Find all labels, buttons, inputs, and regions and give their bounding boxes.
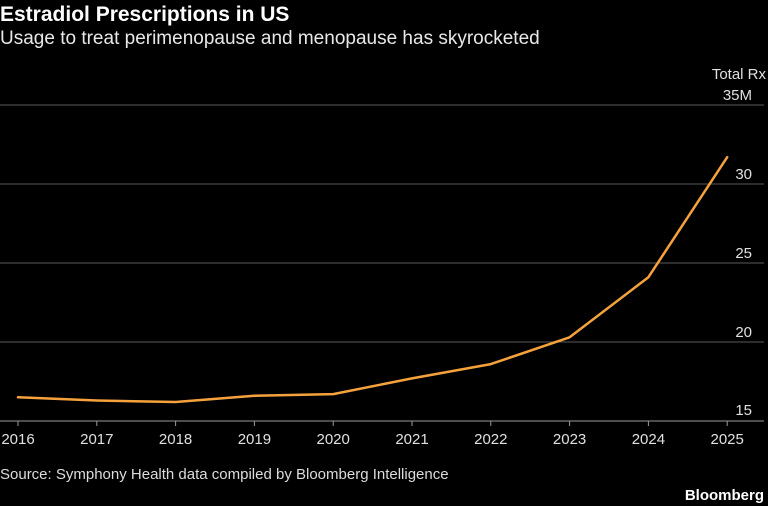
y-tick-label: 35M [723,87,752,104]
x-tick-label: 2024 [632,431,665,448]
x-tick-label: 2021 [395,431,428,448]
y-tick-label: 25 [735,245,752,262]
x-tick-label: 2017 [80,431,113,448]
x-tick-label: 2025 [711,431,744,448]
chart-title: Estradiol Prescriptions in US [0,3,290,26]
x-tick-label: 2022 [474,431,507,448]
x-tick-label: 2016 [1,431,34,448]
y-tick-label: 20 [735,324,752,341]
x-tick-label: 2018 [159,431,192,448]
x-tick-label: 2019 [238,431,271,448]
y-tick-label: 30 [735,166,752,183]
bloomberg-logo: Bloomberg [684,487,764,504]
x-tick-label: 2023 [553,431,586,448]
y-tick-label: 15 [735,402,752,419]
chart-subtitle: Usage to treat perimenopause and menopau… [0,28,540,49]
x-tick-label: 2020 [317,431,350,448]
source-note: Source: Symphony Health data compiled by… [0,466,449,483]
series-line-total-rx [16,155,729,404]
y-axis-label: Total Rx [712,66,767,83]
